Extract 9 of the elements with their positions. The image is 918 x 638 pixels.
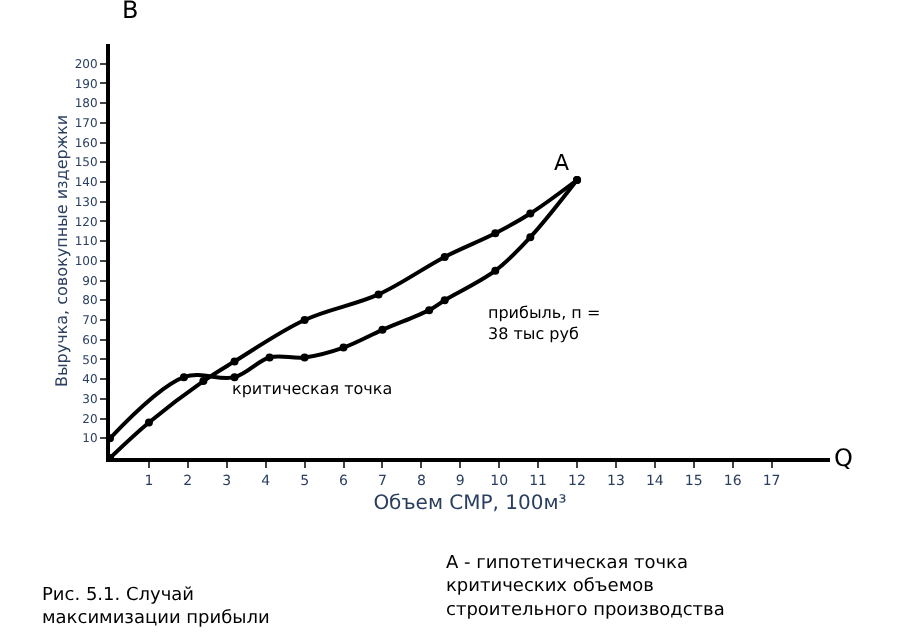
text: B — [122, 0, 139, 24]
text: А - гипотетическая точка критических объемов строительного производства — [446, 554, 725, 621]
annotation: прибыль, п = 38 тыс руб — [488, 304, 601, 343]
y-axis-title: Выручка, совокупные издержки — [53, 114, 72, 388]
annotation: A — [554, 150, 570, 176]
text: Q — [834, 444, 853, 472]
text: Рис. 5.1. Случай максимизации прибыли — [42, 586, 271, 630]
x-axis-title: Объем СМР, 100м³ — [373, 492, 567, 515]
annotation: критическая точка — [232, 380, 393, 398]
